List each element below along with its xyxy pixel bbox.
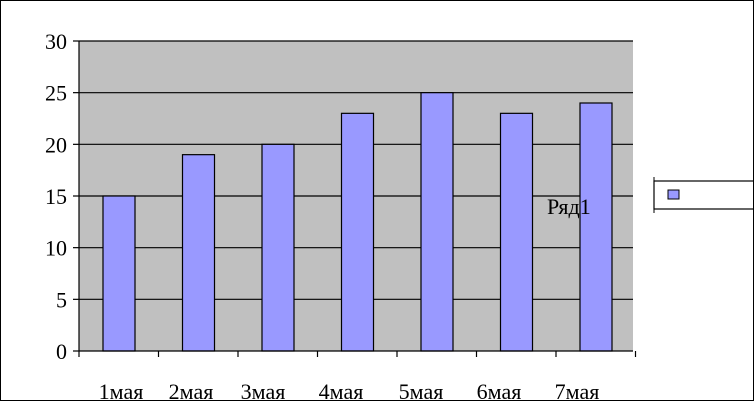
legend [653,177,753,213]
legend-swatch [667,189,680,200]
x-tick-label: 7мая [555,379,600,401]
y-tick-label: 15 [45,184,67,209]
y-tick-labels: 0 5 10 15 20 25 30 [45,29,67,364]
y-tick-label: 20 [45,132,67,157]
x-tick-label: 4мая [319,379,364,401]
x-tick-label: 1мая [99,379,144,401]
x-tick-label: 2мая [169,379,214,401]
bars [102,92,613,352]
y-tick-label: 5 [56,287,67,312]
y-tick-label: 0 [56,339,67,364]
x-tick-label: 5мая [399,379,444,401]
bar [499,112,534,352]
y-tick-label: 25 [45,81,67,106]
x-tick-labels: 1мая 2мая 3мая 4мая 5мая 6мая 7мая [99,379,600,401]
bar [181,154,216,352]
bar [261,143,295,352]
axes [73,40,637,357]
bar [420,92,454,352]
bar [102,195,136,352]
bar [340,112,375,352]
x-tick-label: 3мая [241,379,286,401]
bar [579,102,613,352]
y-tick-label: 10 [45,236,67,261]
series-label: Ряд1 [547,194,591,219]
x-tick-label: 6мая [477,379,522,401]
y-tick-label: 30 [45,29,67,54]
